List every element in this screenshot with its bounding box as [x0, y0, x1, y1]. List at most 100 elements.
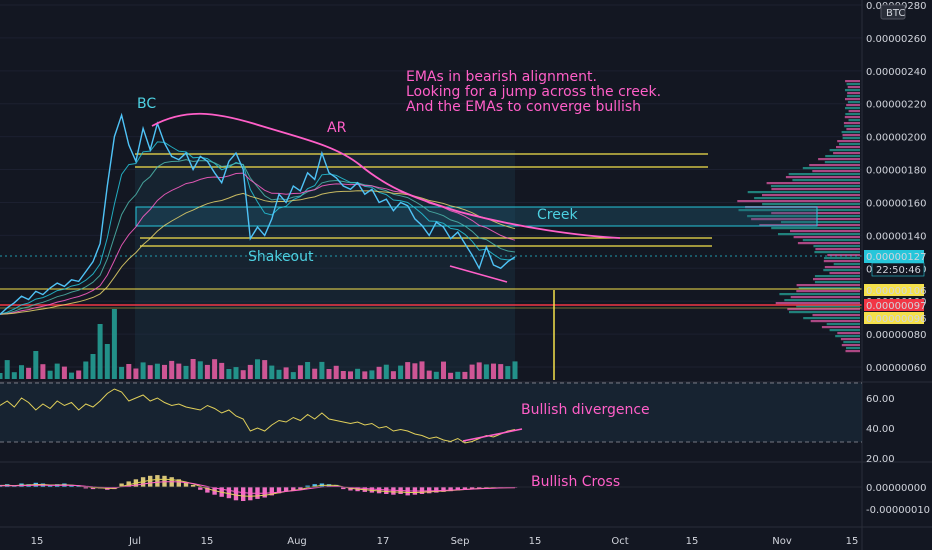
volume-bar: [11, 372, 17, 379]
volume-profile-bar: [798, 287, 860, 290]
volume-profile-bar: [778, 233, 860, 236]
rsi-divergence-line[interactable]: [462, 428, 523, 442]
ema-long-line: [0, 190, 516, 315]
volume-bar: [54, 363, 60, 379]
volume-profile-bar: [813, 245, 860, 248]
volume-profile-bar: [824, 161, 860, 164]
price-tick-0: 0.00000060: [866, 363, 926, 374]
currency-badge[interactable]: [880, 4, 906, 20]
volume-bar: [348, 371, 353, 379]
note-line-2: Looking for a jump across the creek.: [406, 84, 661, 100]
volume-profile-bar: [789, 311, 860, 314]
volume-bar: [448, 372, 454, 379]
shakeout-trendline[interactable]: [449, 265, 508, 283]
currency-badge-text: BTC: [886, 8, 905, 19]
volume-profile-bar: [814, 275, 860, 278]
volume-bar: [61, 366, 67, 379]
volume-profile-bar: [826, 323, 860, 326]
volume-profile-bar: [824, 266, 860, 269]
volume-profile-bar: [802, 239, 860, 242]
level-tag-b: [864, 299, 924, 311]
level-tag-a-text: 0.00000106: [866, 286, 926, 297]
rsi-band: [0, 383, 862, 442]
last-price-tag: [864, 250, 924, 263]
volume-bar: [190, 359, 196, 379]
macd-axis[interactable]: 0.00000000 -0.00000010: [866, 483, 930, 516]
volume-bar: [312, 368, 318, 379]
macd-bar: [233, 487, 239, 501]
volume-profile-bar: [833, 152, 860, 155]
volume-bar: [362, 371, 368, 379]
volume-bar: [383, 364, 389, 379]
volume-bar: [183, 365, 189, 379]
volume-profile-bar: [790, 296, 860, 299]
volume-bar: [476, 362, 482, 379]
volume-bar: [111, 309, 117, 379]
time-axis[interactable]: 15 Jul 15 Aug 17 Sep 15 Oct 15 Nov 15: [31, 536, 859, 547]
volume-profile-bar: [796, 284, 860, 287]
volume-bar: [147, 365, 153, 379]
volume-bar: [97, 324, 103, 379]
volume-profile-bar: [845, 113, 860, 116]
ema-fast-line: [0, 141, 516, 315]
volume-bar: [483, 364, 489, 379]
volume-bar: [269, 365, 275, 379]
last-price-text: 0.00000127: [866, 252, 926, 263]
rsi-divergence-label: Bullish divergence: [521, 402, 650, 418]
volume-profile-bar: [814, 281, 860, 284]
ar-label: AR: [327, 120, 347, 136]
macd-bar: [183, 482, 189, 487]
volume-bar: [219, 362, 225, 379]
volume-profile-bar: [759, 224, 860, 227]
macd-cross-label: Bullish Cross: [531, 474, 620, 490]
macd-bar: [47, 484, 53, 487]
volume-bar: [412, 363, 418, 379]
volume-bar: [469, 364, 475, 379]
volume-bar: [240, 370, 246, 379]
time-tick-2: 15: [201, 536, 214, 547]
grid: [0, 4, 862, 368]
volume-profile-bar: [770, 185, 860, 188]
volume-profile-bar: [797, 242, 860, 245]
level-tag-c: [864, 312, 924, 324]
macd-tick-0: 0.00000000: [866, 483, 926, 494]
volume-bar: [398, 365, 404, 379]
volume-profile-bar: [847, 101, 860, 104]
volume-profile-bar: [824, 257, 860, 260]
volume-bar: [169, 360, 175, 379]
volume-bar: [355, 368, 361, 379]
time-tick-10: 15: [846, 536, 859, 547]
volume-profile-bar: [821, 326, 860, 329]
level-tag-c-text: 0.00000096: [866, 314, 926, 325]
volume-bar: [176, 363, 182, 379]
macd-bar: [341, 487, 346, 490]
volume-bar: [154, 363, 160, 379]
macd-bar: [126, 481, 131, 487]
volume-bar: [262, 360, 268, 379]
macd-bar: [469, 487, 475, 490]
macd-bar: [241, 487, 246, 501]
volume-bar: [162, 364, 167, 379]
volume-profile-bar: [845, 89, 860, 92]
volume-profile-bar: [771, 227, 860, 230]
time-tick-4: 17: [377, 536, 390, 547]
volume-profile-bar: [803, 317, 860, 320]
time-tick-6: 15: [529, 536, 542, 547]
volume-bar: [33, 351, 39, 379]
volume-profile-bar: [847, 92, 860, 95]
volume-bar: [26, 367, 32, 379]
volume-bar: [126, 364, 132, 379]
countdown-tag: [871, 262, 925, 277]
volume-bar: [4, 360, 10, 379]
volume-profile-bar: [825, 155, 860, 158]
volume-profile-bar: [829, 272, 860, 275]
time-tick-1: Jul: [128, 536, 141, 547]
macd-bar: [269, 487, 274, 496]
macd-bar: [298, 487, 303, 490]
volume-profile-bar: [845, 107, 860, 110]
ema-slow-line: [0, 172, 516, 315]
time-tick-9: Nov: [772, 536, 792, 547]
volume-profile-bar: [802, 167, 860, 170]
rsi-axis[interactable]: 60.00 40.00 20.00: [866, 394, 895, 465]
